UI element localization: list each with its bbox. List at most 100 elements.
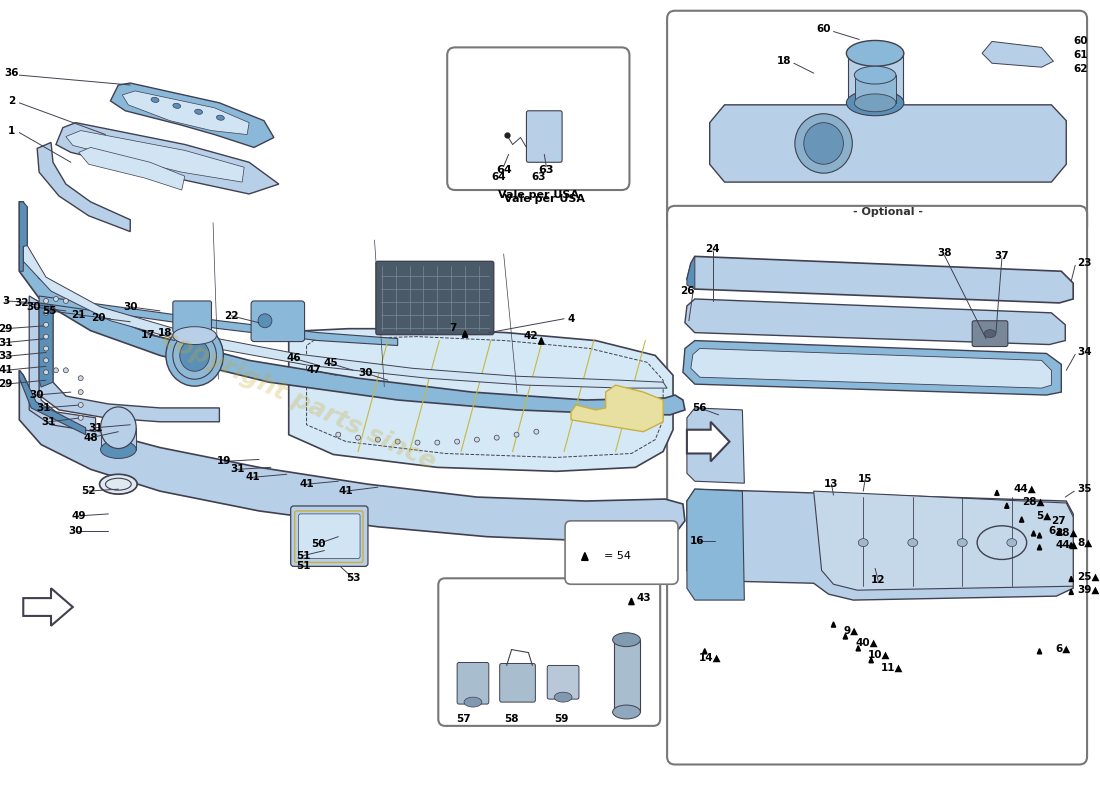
Text: 22: 22 — [224, 311, 239, 321]
Text: 41: 41 — [245, 472, 261, 482]
Polygon shape — [122, 91, 249, 134]
Polygon shape — [844, 634, 848, 639]
FancyBboxPatch shape — [499, 663, 536, 702]
Polygon shape — [994, 490, 999, 495]
Text: 15: 15 — [858, 474, 872, 484]
Polygon shape — [20, 202, 685, 415]
Text: 19: 19 — [217, 457, 231, 466]
Ellipse shape — [554, 692, 572, 702]
Text: 20: 20 — [91, 313, 106, 322]
Text: 7: 7 — [450, 322, 456, 333]
Text: 52: 52 — [81, 486, 96, 496]
Text: 29: 29 — [0, 379, 12, 389]
Ellipse shape — [44, 310, 48, 315]
Polygon shape — [629, 598, 635, 605]
Polygon shape — [37, 142, 130, 232]
Ellipse shape — [99, 474, 138, 494]
Polygon shape — [1004, 503, 1009, 508]
Polygon shape — [1069, 576, 1074, 582]
Polygon shape — [683, 341, 1062, 395]
Ellipse shape — [1006, 538, 1016, 546]
Polygon shape — [56, 122, 278, 194]
Polygon shape — [848, 54, 903, 103]
Text: 51: 51 — [296, 562, 311, 571]
Ellipse shape — [258, 314, 272, 328]
Polygon shape — [685, 299, 1065, 345]
FancyBboxPatch shape — [667, 206, 1087, 765]
Ellipse shape — [78, 390, 84, 394]
Text: 60: 60 — [816, 23, 831, 34]
Text: 45: 45 — [323, 358, 338, 368]
Ellipse shape — [908, 538, 917, 546]
Polygon shape — [856, 646, 860, 651]
Polygon shape — [814, 491, 1074, 590]
Ellipse shape — [613, 633, 640, 646]
Ellipse shape — [179, 339, 209, 371]
Polygon shape — [710, 105, 1066, 182]
Text: 59: 59 — [554, 714, 569, 724]
Ellipse shape — [217, 115, 224, 120]
Polygon shape — [686, 408, 745, 483]
Ellipse shape — [78, 402, 84, 407]
Text: 56: 56 — [693, 403, 707, 413]
Ellipse shape — [395, 439, 400, 444]
Text: 41: 41 — [0, 366, 13, 375]
Text: 42: 42 — [524, 330, 538, 341]
Text: 36: 36 — [4, 68, 19, 78]
Text: 41: 41 — [299, 479, 314, 489]
Polygon shape — [40, 301, 53, 387]
Polygon shape — [79, 147, 185, 190]
Text: 17: 17 — [141, 330, 155, 340]
Ellipse shape — [44, 358, 48, 363]
Polygon shape — [1037, 533, 1042, 538]
Ellipse shape — [54, 368, 58, 373]
Ellipse shape — [613, 705, 640, 719]
Text: 49: 49 — [72, 511, 86, 521]
Text: 41: 41 — [339, 486, 353, 496]
Polygon shape — [1037, 649, 1042, 654]
Ellipse shape — [984, 330, 996, 338]
Polygon shape — [686, 489, 745, 600]
Ellipse shape — [54, 297, 58, 302]
Ellipse shape — [846, 90, 904, 116]
Polygon shape — [691, 349, 1052, 388]
Text: 30: 30 — [29, 390, 43, 400]
Text: 37: 37 — [994, 251, 1009, 262]
Polygon shape — [20, 202, 28, 271]
Ellipse shape — [434, 440, 440, 445]
Text: 2: 2 — [8, 96, 15, 106]
Ellipse shape — [375, 437, 381, 442]
FancyBboxPatch shape — [298, 514, 360, 558]
Text: 39▲: 39▲ — [1077, 585, 1100, 595]
Text: 24: 24 — [705, 245, 720, 254]
Ellipse shape — [44, 334, 48, 339]
Text: 30: 30 — [359, 368, 373, 378]
Text: 18: 18 — [777, 56, 791, 66]
Text: 5▲: 5▲ — [1036, 511, 1052, 521]
Polygon shape — [20, 370, 86, 434]
Text: 32: 32 — [14, 298, 29, 308]
Text: = 54: = 54 — [604, 550, 631, 561]
Text: 44▲: 44▲ — [1014, 484, 1036, 494]
Ellipse shape — [464, 697, 482, 707]
Ellipse shape — [166, 325, 223, 386]
Ellipse shape — [78, 376, 84, 381]
Text: 3: 3 — [2, 296, 9, 306]
Text: 31: 31 — [230, 464, 244, 474]
Text: 31: 31 — [36, 403, 51, 413]
Text: 1: 1 — [8, 126, 15, 135]
Text: 13: 13 — [824, 479, 839, 489]
Text: copyright parts since: copyright parts since — [158, 326, 439, 474]
Polygon shape — [30, 296, 96, 432]
Ellipse shape — [44, 370, 48, 374]
Polygon shape — [20, 370, 685, 541]
Text: 21: 21 — [72, 310, 86, 320]
Text: 46: 46 — [286, 354, 301, 363]
Text: 53: 53 — [345, 574, 361, 583]
Text: 31: 31 — [42, 417, 56, 426]
Text: 33: 33 — [0, 351, 13, 362]
Polygon shape — [462, 330, 468, 338]
Text: 28▲: 28▲ — [1022, 497, 1044, 507]
Text: - Optional -: - Optional - — [852, 207, 923, 217]
Text: 64: 64 — [496, 166, 512, 175]
